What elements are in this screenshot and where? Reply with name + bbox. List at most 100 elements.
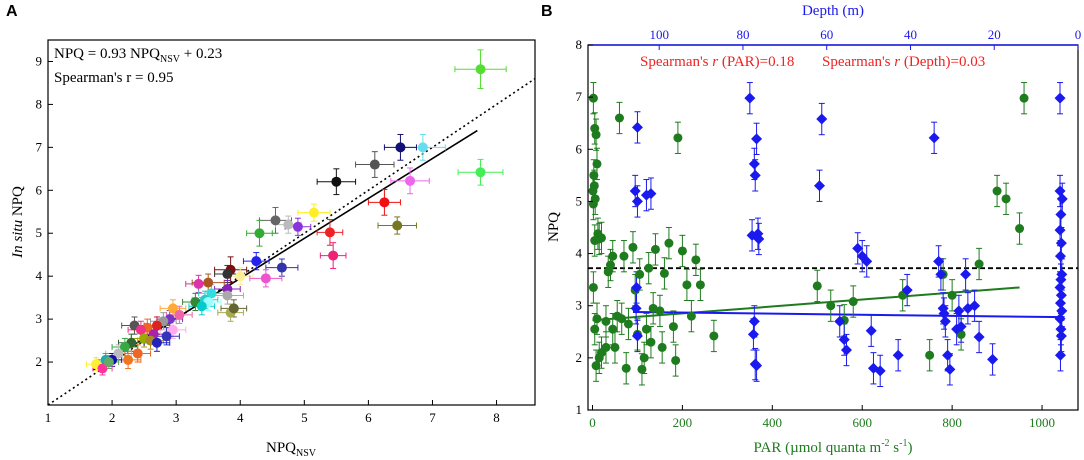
data-point [167,303,178,314]
par-data-point [596,233,606,243]
depth-data-point [874,365,886,377]
y-tick-label: 3 [36,311,43,326]
par-data-point [671,355,681,365]
data-point [283,219,294,230]
par-data-point [589,170,599,180]
depth-data-point [749,169,761,181]
depth-data-point [631,330,643,342]
depth-data-point [1054,224,1066,236]
data-point [113,348,124,359]
depth-data-point [631,121,643,133]
par-data-point [1001,194,1011,204]
y-tick-label: 7 [576,89,583,104]
x-tick-label: 400 [763,415,783,430]
depth-data-point [1055,323,1067,335]
data-point [103,357,114,368]
panel-a-y-title: In situ NPQ [10,186,26,259]
depth-data-point [973,331,985,343]
x-tick-label: 8 [493,410,500,425]
y-tick-label: 9 [36,53,43,68]
depth-data-point [834,315,846,327]
panel-b-stat-par: Spearman's r (PAR)=0.18 [640,54,794,70]
data-point [251,256,262,267]
par-data-point [650,244,660,254]
depth-data-point [955,321,967,333]
y-tick-label: 1 [576,402,583,417]
par-data-point [691,255,701,265]
depth-data-point [838,334,850,346]
x-tick-label: 200 [673,415,693,430]
par-data-point [628,242,638,252]
top-x-tick-label: 40 [904,27,917,42]
data-point [379,197,390,208]
data-point [405,175,416,186]
par-data-point [639,353,649,363]
depth-data-point [1055,208,1067,220]
depth-data-point [969,300,981,312]
data-point [151,320,162,331]
depth-data-point [751,133,763,145]
par-data-point [621,363,631,373]
par-data-point [601,316,611,326]
data-point [417,142,428,153]
depth-data-point [933,255,945,267]
x-tick-label: 3 [173,410,180,425]
data-point [328,250,339,261]
depth-data-point [631,281,643,293]
par-data-point [646,337,656,347]
panel-a: A 1 2 3 4 5 6 7 8 2 3 4 5 6 7 8 9 NPQ = 0.93 NPQNSV + 0… [6,3,536,459]
x-tick-label: 6 [365,410,372,425]
par-data-point [668,322,678,332]
depth-data-point [1054,313,1066,325]
data-point [222,290,233,301]
y-tick-label: 2 [36,354,43,369]
depth-data-point [1056,305,1068,317]
par-data-point [644,263,654,273]
depth-data-point [840,344,852,356]
y-tick-label: 6 [36,182,43,197]
x-tick-label: 1000 [1029,415,1055,430]
par-data-point [826,301,836,311]
par-data-point [655,306,665,316]
data-point [203,277,214,288]
par-data-point [659,268,669,278]
par-data-point [603,267,613,277]
par-data-point [619,251,629,261]
depth-data-point [814,180,826,192]
top-x-tick-label: 0 [1075,27,1082,42]
par-data-point [588,282,598,292]
par-data-point [925,350,935,360]
x-tick-label: 7 [429,410,436,425]
y-tick-label: 7 [36,139,43,154]
par-data-point [947,290,957,300]
par-data-point [608,324,618,334]
depth-data-point [631,195,643,207]
x-tick-label: 1 [45,410,52,425]
data-point [260,273,271,284]
depth-data-point [1054,185,1066,197]
par-data-point [590,236,600,246]
data-point [395,142,406,153]
top-x-tick-label: 80 [736,27,749,42]
par-data-point [608,251,618,261]
y-tick-label: 2 [576,350,583,365]
y-tick-label: 5 [36,225,43,240]
data-point [151,337,162,348]
depth-data-point [852,242,864,254]
y-tick-label: 8 [576,37,583,52]
data-point [292,221,303,232]
depth-data-point [1055,274,1067,286]
data-point [196,301,207,312]
x-tick-label: 800 [942,415,962,430]
par-data-point [588,186,598,196]
par-data-point [992,186,1002,196]
depth-data-point [744,92,756,104]
par-data-point [617,314,627,324]
par-data-point [588,199,598,209]
par-data-point [848,297,858,307]
par-data-point [601,342,611,352]
data-point [167,324,178,335]
data-point [132,348,143,359]
depth-data-point [901,284,913,296]
